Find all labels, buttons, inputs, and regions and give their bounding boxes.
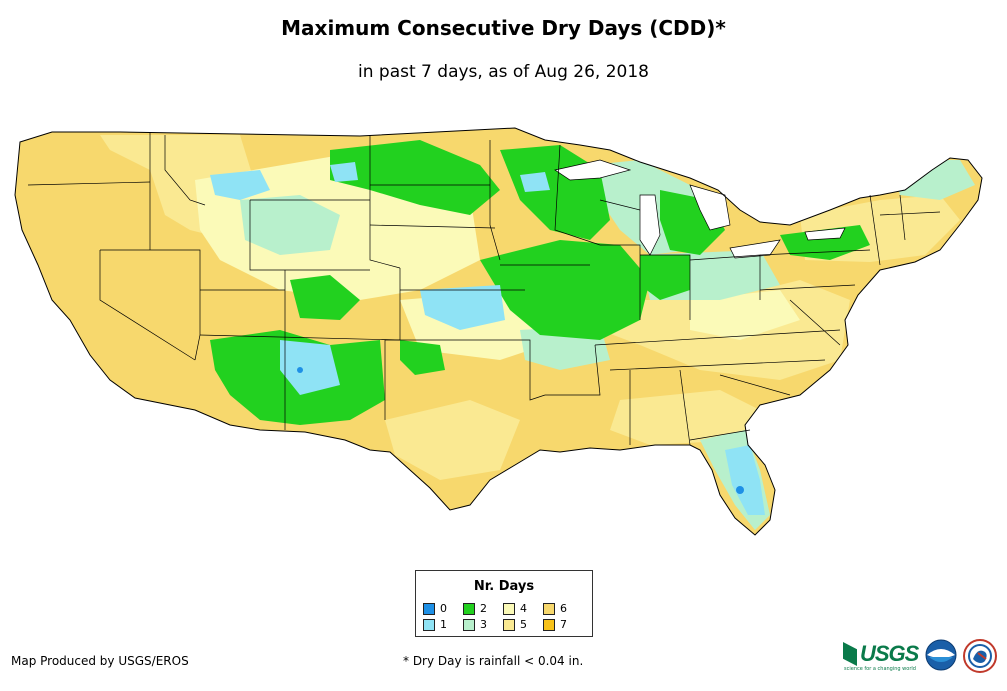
legend-label: 2 <box>480 602 487 615</box>
legend-item-5: 5 <box>503 618 527 631</box>
legend-label: 5 <box>520 618 527 631</box>
legend-item-6: 6 <box>543 602 567 615</box>
cdd-4-region <box>690 290 800 340</box>
legend-swatch-7 <box>543 618 555 631</box>
legend-swatch-4 <box>503 602 515 615</box>
cdd-1-region <box>280 340 340 395</box>
cdd-5-region <box>385 400 520 480</box>
usgs-logo-text: USGS <box>860 641 919 666</box>
legend-swatch-0 <box>423 602 435 615</box>
cdd-3-region <box>240 195 340 255</box>
legend-title: Nr. Days <box>473 579 535 594</box>
legend-item-1: 1 <box>423 618 447 631</box>
credit-text: Map Produced by USGS/EROS <box>11 654 189 668</box>
legend-swatch-1 <box>423 618 435 631</box>
cdd-1-region <box>330 162 358 182</box>
cdd-2-region <box>330 140 500 215</box>
cdd-0-region <box>297 367 303 373</box>
cdd-1-region <box>210 170 270 200</box>
legend-label: 4 <box>520 602 527 615</box>
legend-item-7: 7 <box>543 618 567 631</box>
cdd-5-region <box>610 390 760 445</box>
legend-item-0: 0 <box>423 602 447 615</box>
legend-label: 7 <box>560 618 567 631</box>
nws-logo-icon <box>963 639 997 673</box>
legend: Nr. Days 0 1 2 3 4 5 6 7 <box>415 570 593 637</box>
map-subtitle: in past 7 days, as of Aug 26, 2018 <box>358 62 649 82</box>
cdd-2-region <box>640 255 690 300</box>
legend-swatch-5 <box>503 618 515 631</box>
us-cdd-map <box>14 127 983 536</box>
legend-swatch-2 <box>463 602 475 615</box>
usgs-logo: USGS <box>843 641 919 667</box>
lake-huron <box>689 184 731 231</box>
cdd-1-region <box>420 285 505 330</box>
lake-ontario <box>804 227 846 241</box>
footnote-text: * Dry Day is rainfall < 0.04 in. <box>403 654 584 668</box>
legend-item-2: 2 <box>463 602 487 615</box>
legend-label: 3 <box>480 618 487 631</box>
usgs-tagline: science for a changing world <box>844 666 916 672</box>
legend-label: 0 <box>440 602 447 615</box>
cdd-2-region <box>290 275 360 320</box>
legend-label: 1 <box>440 618 447 631</box>
legend-item-3: 3 <box>463 618 487 631</box>
noaa-logo-icon <box>925 639 957 671</box>
legend-swatch-3 <box>463 618 475 631</box>
cdd-0-region <box>736 486 744 494</box>
usgs-mark-icon <box>843 642 857 666</box>
cdd-1-region <box>520 172 550 192</box>
cdd-1-region <box>725 445 765 515</box>
cdd-2-region <box>400 340 445 375</box>
legend-swatch-6 <box>543 602 555 615</box>
lake-erie <box>729 239 781 259</box>
legend-item-4: 4 <box>503 602 527 615</box>
legend-label: 6 <box>560 602 567 615</box>
map-title: Maximum Consecutive Dry Days (CDD)* <box>281 16 726 40</box>
lake-superior <box>554 159 632 181</box>
state-boundaries <box>27 132 941 446</box>
us-outline <box>14 127 983 536</box>
lake-michigan <box>639 194 661 256</box>
